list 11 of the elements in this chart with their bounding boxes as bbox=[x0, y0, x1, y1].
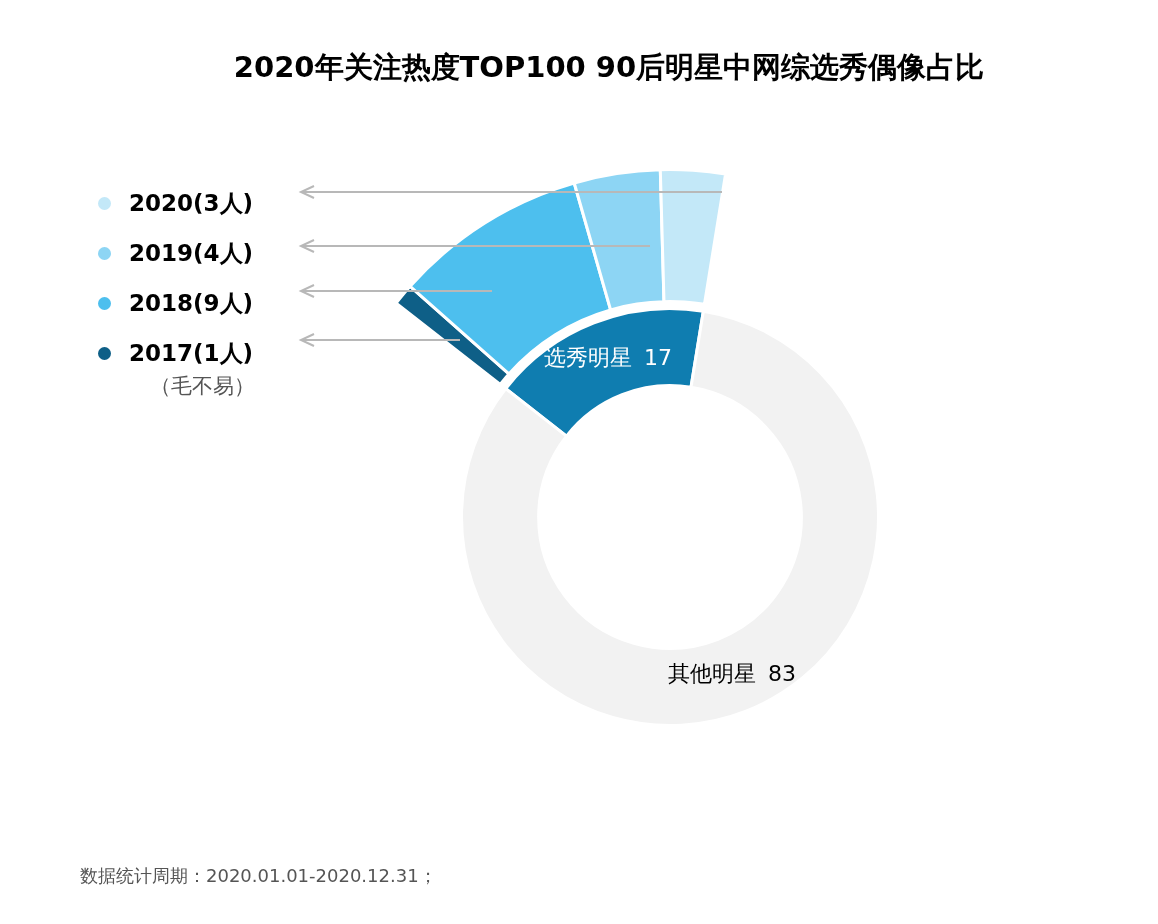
legend-label: 2019(4人) bbox=[129, 238, 254, 268]
chart-title: 2020年关注热度TOP100 90后明星中网综选秀偶像占比 bbox=[232, 49, 986, 86]
legend-label: 2017(1人) bbox=[129, 338, 254, 368]
legend-label: 2018(9人) bbox=[129, 288, 254, 318]
data-label: 17 bbox=[644, 344, 672, 370]
text: （毛不易） bbox=[150, 373, 255, 400]
slice-label: 选秀明星 bbox=[544, 344, 632, 370]
data-label: 83 bbox=[768, 660, 797, 686]
text: 数据统计周期：2020.01.01-2020.12.31； bbox=[80, 864, 437, 888]
legend-label: 2020(3人) bbox=[129, 188, 254, 218]
slice-label: 其他明星 bbox=[668, 660, 757, 686]
